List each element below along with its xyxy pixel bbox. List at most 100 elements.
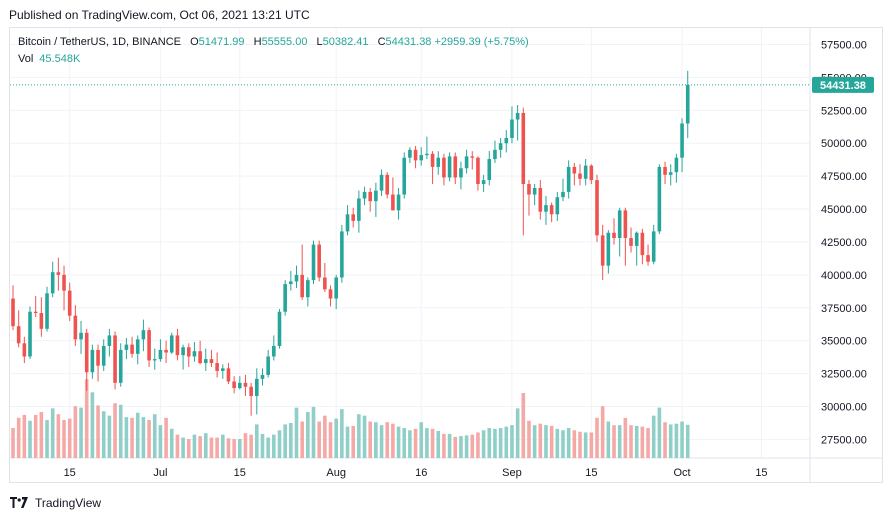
candle-body — [238, 382, 242, 389]
candle-body — [566, 166, 571, 192]
candle-body — [130, 344, 134, 354]
candle-body — [90, 349, 95, 373]
volume-bar — [476, 432, 480, 458]
volume-bar — [243, 433, 248, 458]
candle-body — [595, 180, 599, 236]
x-tick-label: 15 — [755, 467, 767, 479]
close-value: 54431.38 — [385, 36, 432, 48]
volume-bar — [430, 428, 435, 458]
volume-bar — [447, 433, 452, 458]
candle-body — [101, 345, 106, 366]
volume-bar — [663, 422, 667, 458]
volume-bar — [379, 425, 384, 458]
volume-bar — [583, 432, 588, 458]
volume-bar — [249, 434, 253, 458]
candle-body — [561, 191, 565, 198]
candle-body — [294, 274, 299, 282]
volume-bar — [413, 428, 418, 458]
volume-bar — [73, 406, 78, 458]
volume-bar — [362, 415, 367, 458]
volume-bar — [181, 437, 185, 458]
volume-bar — [260, 433, 265, 458]
candle-body — [544, 205, 548, 212]
candle-body — [379, 174, 384, 191]
volume-bar — [385, 422, 390, 458]
candle-body — [33, 311, 38, 314]
x-tick-label: Sep — [502, 467, 522, 479]
volume-bar — [391, 423, 395, 458]
volume-bar — [311, 406, 316, 458]
candle-body — [283, 284, 287, 312]
volume-bar — [226, 438, 231, 458]
y-tick-label: 35000.00 — [821, 336, 867, 348]
volume-bar — [493, 428, 497, 458]
volume-bar — [300, 421, 304, 458]
volume-bar — [272, 434, 276, 458]
candle-body — [674, 157, 679, 173]
volume-bar — [186, 439, 191, 458]
x-tick-label: Jul — [153, 467, 167, 479]
candle-body — [549, 205, 554, 215]
candle-body — [67, 290, 72, 316]
volume-bar — [629, 425, 633, 458]
volume-bar — [595, 417, 599, 458]
volume-bar — [90, 392, 95, 458]
volume-bar — [255, 424, 259, 458]
volume-bar — [118, 404, 123, 458]
candle-body — [175, 335, 180, 356]
candle-body — [113, 335, 117, 383]
candle-body — [442, 157, 446, 178]
volume-value: 45.548K — [39, 53, 81, 65]
change-value: +2959.39 (+5.75%) — [434, 36, 529, 48]
candle-body — [510, 119, 514, 138]
volume-bar — [135, 412, 140, 458]
candle-body — [45, 293, 49, 329]
volume-bar — [232, 439, 236, 458]
volume-bar — [640, 426, 645, 458]
volume-bar — [453, 436, 458, 458]
candle-body — [685, 84, 690, 124]
candle-body — [651, 231, 656, 262]
candle-body — [289, 281, 293, 285]
volume-bar — [612, 425, 616, 458]
candle-body — [391, 194, 395, 211]
low-label: L — [316, 36, 323, 48]
volume-bar — [198, 436, 202, 458]
candle-body — [118, 349, 123, 383]
volume-bar — [169, 428, 174, 458]
candle-body — [464, 156, 469, 169]
chart-frame[interactable] — [9, 27, 883, 483]
candle-body — [572, 166, 577, 174]
volume-bar — [510, 425, 514, 458]
x-tick-label: 15 — [585, 467, 597, 479]
low-value: 50382.41 — [322, 36, 369, 48]
x-tick-label: 16 — [415, 467, 427, 479]
volume-bar — [674, 423, 679, 458]
candle-body — [169, 335, 174, 353]
volume-bar — [79, 407, 83, 458]
candle-body — [16, 326, 21, 344]
volume-bar — [50, 408, 55, 458]
y-tick-label: 42500.00 — [821, 237, 867, 249]
candle-body — [498, 143, 503, 150]
volume-bar — [561, 430, 565, 458]
candle-body — [357, 198, 361, 221]
candle-body — [527, 184, 531, 195]
volume-bar — [566, 428, 571, 458]
high-value: 55555.00 — [261, 36, 308, 48]
volume-bar — [96, 405, 100, 458]
candle-body — [124, 344, 129, 350]
candles — [11, 70, 690, 416]
volume-bar — [192, 434, 197, 458]
candle-body — [28, 311, 32, 357]
candle-body — [272, 345, 276, 357]
candle-body — [192, 351, 197, 357]
candle-body — [215, 363, 219, 371]
volume-bar — [283, 424, 287, 458]
candle-body — [147, 330, 151, 361]
candle-body — [50, 272, 55, 294]
volume-bar — [22, 414, 27, 458]
volume-bar — [578, 431, 582, 458]
volume-bar — [396, 426, 401, 458]
